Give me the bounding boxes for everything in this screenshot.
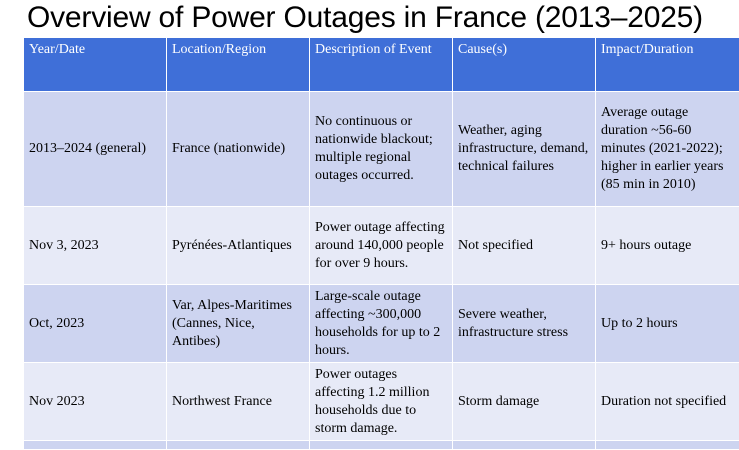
cell-causes: Storm damage xyxy=(453,363,596,441)
cell-year-date: Oct, 2023 xyxy=(24,285,167,363)
cell-location-region: Pyrénées-Atlantiques xyxy=(167,207,310,285)
cell-year-date: 2013–2024 (general) xyxy=(24,92,167,207)
cell-description: No continuous or nationwide blackout; mu… xyxy=(310,92,453,207)
cell-causes: Not specified xyxy=(453,207,596,285)
cell-description: Power outages affecting 1.2 million hous… xyxy=(310,363,453,441)
cell-causes: Weather, aging infrastructure, demand, t… xyxy=(453,92,596,207)
table-row-partial xyxy=(24,441,739,450)
cell-empty xyxy=(167,441,310,450)
cell-location-region: Northwest France xyxy=(167,363,310,441)
cell-empty xyxy=(24,441,167,450)
cell-description: Power outage affecting around 140,000 pe… xyxy=(310,207,453,285)
table-row: Oct, 2023 Var, Alpes-Maritimes (Cannes, … xyxy=(24,285,739,363)
cell-location-region: France (nationwide) xyxy=(167,92,310,207)
cell-empty xyxy=(310,441,453,450)
header-impact-duration: Impact/Duration xyxy=(596,38,739,92)
slide-title: Overview of Power Outages in France (201… xyxy=(27,0,739,36)
table-row: Nov 2023 Northwest France Power outages … xyxy=(24,363,739,441)
header-causes: Cause(s) xyxy=(453,38,596,92)
cell-causes: Severe weather, infrastructure stress xyxy=(453,285,596,363)
cell-description: Large-scale outage affecting ~300,000 ho… xyxy=(310,285,453,363)
table-header-row: Year/Date Location/Region Description of… xyxy=(24,38,739,92)
cell-impact-duration: Up to 2 hours xyxy=(596,285,739,363)
header-description: Description of Event xyxy=(310,38,453,92)
cell-location-region: Var, Alpes-Maritimes (Cannes, Nice, Anti… xyxy=(167,285,310,363)
cell-year-date: Nov 3, 2023 xyxy=(24,207,167,285)
header-location-region: Location/Region xyxy=(167,38,310,92)
table-row: 2013–2024 (general) France (nationwide) … xyxy=(24,92,739,207)
table-row: Nov 3, 2023 Pyrénées-Atlantiques Power o… xyxy=(24,207,739,285)
cell-empty xyxy=(453,441,596,450)
cell-impact-duration: 9+ hours outage xyxy=(596,207,739,285)
cell-impact-duration: Duration not specified xyxy=(596,363,739,441)
cell-year-date: Nov 2023 xyxy=(24,363,167,441)
cell-impact-duration: Average outage duration ~56-60 minutes (… xyxy=(596,92,739,207)
outages-table: Year/Date Location/Region Description of… xyxy=(23,37,739,450)
cell-empty xyxy=(596,441,739,450)
header-year-date: Year/Date xyxy=(24,38,167,92)
